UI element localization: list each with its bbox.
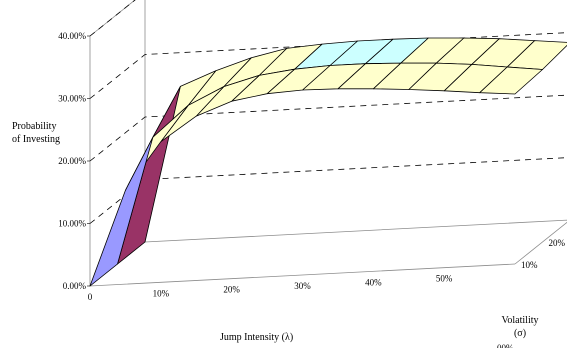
- z-tick-label: 10.00%: [58, 219, 86, 229]
- x-tick-label: 40%: [365, 277, 382, 287]
- x-tick-label: 0: [88, 292, 93, 302]
- surface-plot: [89, 37, 567, 287]
- z-tick-label: 20.00%: [58, 156, 86, 166]
- z-tick-label: 30.00%: [58, 94, 86, 104]
- gridline-4: [89, 0, 136, 37]
- y-cut-label: 00%: [497, 343, 514, 348]
- z-tick-label: 0.00%: [63, 281, 87, 291]
- wall-top-edge: [89, 0, 136, 37]
- floor-edge: [89, 219, 567, 287]
- y-axis-title: Volatility (σ): [501, 315, 538, 339]
- x-tick-label: 50%: [436, 274, 453, 284]
- y-tick-label: 20%: [549, 238, 566, 248]
- y-title-line: (σ): [514, 328, 526, 339]
- x-axis-title: Jump Intensity (λ): [220, 332, 293, 343]
- gridline-2: [89, 94, 567, 162]
- y-tick-label: 10%: [521, 260, 538, 270]
- z-tick-label: 40.00%: [58, 31, 86, 41]
- y-title-line: Volatility: [501, 315, 538, 326]
- x-tick-label: 10%: [153, 288, 170, 298]
- x-tick-label: 30%: [294, 281, 311, 291]
- x-tick-label: 20%: [223, 285, 240, 295]
- z-gridlines: [89, 0, 567, 224]
- z-axis-title: Probability of Investing: [12, 121, 60, 145]
- surface-cell: [117, 86, 181, 265]
- z-title-line: of Investing: [12, 134, 60, 145]
- z-title-line: Probability: [12, 121, 56, 132]
- surface-cell: [89, 136, 154, 287]
